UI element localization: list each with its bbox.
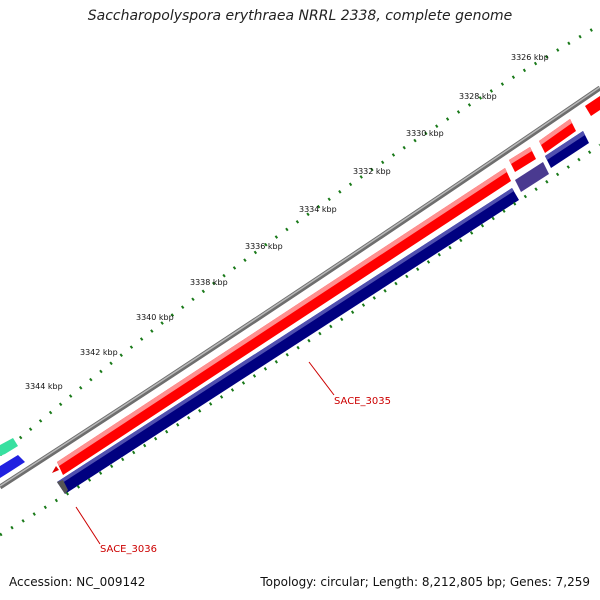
tick-label: 3326 kbp [511, 53, 549, 62]
tick-label: 3338 kbp [190, 278, 228, 287]
genome-summary: Topology: circular; Length: 8,212,805 bp… [260, 575, 590, 589]
label-leader-sace-3036 [75, 506, 101, 545]
gene-red-small-3[interactable] [585, 96, 600, 116]
gene-red-small-1[interactable] [509, 147, 536, 172]
tick-labels: 3326 kbp 3328 kbp 3330 kbp 3332 kbp 3334… [25, 53, 549, 391]
gene-navy-small[interactable] [545, 131, 589, 168]
gene-sace-3035[interactable] [52, 168, 511, 475]
tick-label: 3342 kbp [80, 348, 118, 357]
genome-backbone [0, 85, 600, 490]
tick-label: 3328 kbp [459, 92, 497, 101]
gene-red-small-2[interactable] [539, 119, 576, 153]
label-leader-sace-3035 [308, 361, 335, 396]
tick-label: 3334 kbp [299, 205, 337, 214]
accession-label: Accession: NC_009142 [9, 575, 146, 589]
tick-label: 3336 kbp [245, 242, 283, 251]
gene-label-sace-3035: SACE_3035 [334, 396, 391, 407]
map-title: Saccharopolyspora erythraea NRRL 2338, c… [87, 8, 513, 24]
tick-label: 3330 kbp [406, 129, 444, 138]
tick-label: 3332 kbp [353, 167, 391, 176]
gene-purple-small[interactable] [515, 162, 549, 192]
gene-sace-3036[interactable] [57, 188, 519, 494]
outer-tick-ring [0, 23, 600, 457]
gene-left-blue[interactable] [0, 455, 25, 478]
gene-label-sace-3036: SACE_3036 [100, 544, 157, 555]
tick-label: 3340 kbp [136, 313, 174, 322]
gene-left-green[interactable] [0, 438, 18, 456]
tick-label: 3344 kbp [25, 382, 63, 391]
inner-tick-ring [0, 143, 600, 537]
